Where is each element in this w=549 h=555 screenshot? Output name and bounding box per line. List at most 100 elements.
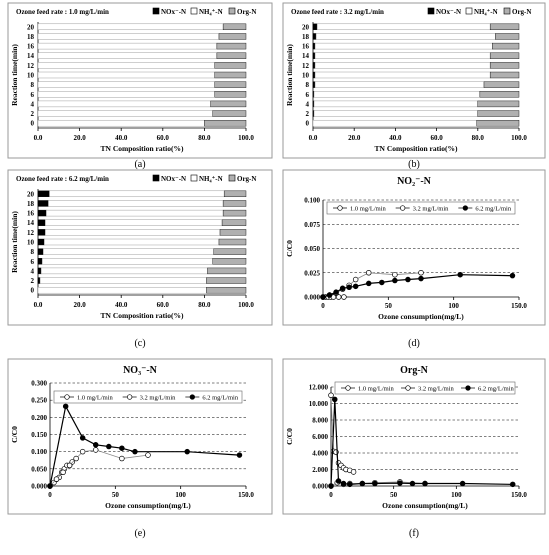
data-point bbox=[372, 480, 378, 487]
x-axis-label: Ozone consumption(mg/L) bbox=[378, 312, 464, 321]
y-axis-label: C/C0 bbox=[285, 428, 294, 445]
legend-swatch bbox=[190, 7, 198, 15]
bar-segment bbox=[212, 110, 247, 117]
panel-caption: (a) bbox=[134, 159, 145, 170]
series-3 bbox=[47, 403, 243, 489]
bar-segment bbox=[312, 42, 316, 50]
bar-segment bbox=[312, 52, 316, 59]
data-point bbox=[119, 445, 125, 451]
x-tick-label: 80.0 bbox=[198, 301, 211, 309]
x-tick-label: 0.0 bbox=[34, 301, 43, 309]
bar-segment bbox=[312, 23, 318, 31]
x-tick-label: 60.0 bbox=[430, 134, 443, 142]
data-point bbox=[328, 483, 334, 489]
data-point bbox=[106, 443, 112, 450]
bar-segment bbox=[37, 229, 46, 236]
legend: 1.0 mg/L/min 3.2 mg/L/min 6.2 mg/L/min bbox=[326, 201, 516, 215]
x-tick-label: 20.0 bbox=[73, 134, 86, 142]
bar-segment bbox=[49, 190, 225, 198]
y-tick-label: 4 bbox=[306, 100, 310, 108]
data-point bbox=[340, 480, 347, 487]
bar-segment bbox=[39, 277, 207, 284]
bar-segment bbox=[37, 81, 216, 88]
bar-segment bbox=[206, 277, 247, 284]
data-point bbox=[359, 480, 366, 487]
y-tick-label: 8 bbox=[31, 248, 35, 256]
legend-frame bbox=[326, 201, 516, 215]
y-tick-label: 10 bbox=[302, 72, 310, 80]
bar-segment bbox=[218, 33, 247, 40]
y-tick-label: 4.000 bbox=[312, 450, 328, 458]
x-tick-label: 0 bbox=[48, 491, 52, 499]
x-tick-label: 150.0 bbox=[511, 491, 527, 499]
y-tick-label: 8.000 bbox=[312, 417, 328, 425]
legend-frame bbox=[334, 381, 516, 395]
legend-label: Org-N bbox=[512, 8, 531, 16]
bar-segment bbox=[37, 52, 218, 59]
x-axis-label: TN Composition ratio(%) bbox=[101, 144, 184, 153]
data-point bbox=[347, 481, 353, 488]
bar-segment bbox=[37, 200, 49, 207]
panel-caption: (f) bbox=[409, 528, 419, 539]
bar-segment bbox=[314, 52, 491, 59]
legend-marker bbox=[405, 385, 411, 391]
y-tick-label: 12 bbox=[27, 62, 35, 70]
y-tick-label: 10 bbox=[27, 239, 35, 247]
bar-segment bbox=[37, 119, 205, 127]
panel-caption: (b) bbox=[408, 159, 420, 170]
y-tick-label: 20 bbox=[27, 23, 35, 31]
data-point bbox=[326, 292, 333, 298]
legend-label: NH₄⁺-N bbox=[199, 175, 223, 183]
y-tick-label: 0.250 bbox=[31, 397, 47, 405]
y-tick-label: 12 bbox=[27, 229, 35, 237]
legend-label: 6.2 mg/L/min bbox=[475, 206, 512, 213]
bar-segment bbox=[37, 209, 47, 217]
bar-segment bbox=[312, 62, 316, 69]
bar-segment bbox=[37, 71, 216, 79]
y-axis-label: Reaction time(min) bbox=[285, 44, 294, 106]
x-axis-label: TN Composition ratio(%) bbox=[375, 144, 458, 153]
x-tick-label: 100.0 bbox=[238, 301, 254, 309]
y-tick-label: 14 bbox=[302, 52, 310, 60]
bar-segment bbox=[312, 33, 317, 40]
legend-label: Org-N bbox=[237, 8, 256, 16]
x-tick-label: 50 bbox=[390, 491, 398, 499]
bar-segment bbox=[489, 71, 520, 79]
y-tick-label: 0.100 bbox=[304, 197, 320, 205]
series-3 bbox=[328, 396, 516, 489]
panel-caption: (d) bbox=[408, 338, 420, 349]
y-tick-label: 0.200 bbox=[31, 414, 47, 422]
data-point bbox=[92, 442, 99, 448]
bar-segment bbox=[479, 91, 520, 98]
y-tick-label: 4 bbox=[31, 100, 35, 108]
data-point bbox=[335, 478, 342, 484]
y-tick-label: 2 bbox=[31, 277, 35, 285]
x-tick-label: 40.0 bbox=[115, 301, 128, 309]
bar-segment bbox=[37, 277, 41, 284]
bar-segment bbox=[476, 119, 520, 127]
y-tick-label: 10 bbox=[27, 72, 35, 80]
bar-segment bbox=[483, 81, 520, 88]
legend-frame bbox=[53, 390, 243, 404]
y-tick-label: 6.000 bbox=[312, 433, 328, 441]
y-tick-label: 16 bbox=[302, 43, 310, 51]
bar-segment bbox=[313, 100, 479, 108]
x-axis-label: Ozone consumption(mg/L) bbox=[382, 501, 468, 510]
data-point bbox=[79, 448, 86, 455]
bar-segment bbox=[37, 33, 220, 40]
y-tick-label: 0.050 bbox=[31, 465, 47, 473]
y-tick-label: 12 bbox=[302, 62, 310, 70]
legend-label: NOx⁻-N bbox=[161, 8, 186, 16]
y-tick-label: 0 bbox=[31, 120, 35, 128]
legend-swatch bbox=[228, 174, 236, 182]
bar-segment bbox=[48, 200, 224, 207]
legend-marker bbox=[465, 385, 471, 391]
data-point bbox=[62, 403, 69, 410]
x-axis-label: Ozone consumption(mg/L) bbox=[105, 501, 191, 510]
x-tick-label: 80.0 bbox=[472, 134, 485, 142]
data-point bbox=[379, 279, 385, 286]
legend-swatch bbox=[152, 174, 160, 182]
bar-segment bbox=[218, 238, 247, 246]
data-point bbox=[509, 272, 516, 279]
y-tick-label: 2.000 bbox=[312, 466, 328, 474]
